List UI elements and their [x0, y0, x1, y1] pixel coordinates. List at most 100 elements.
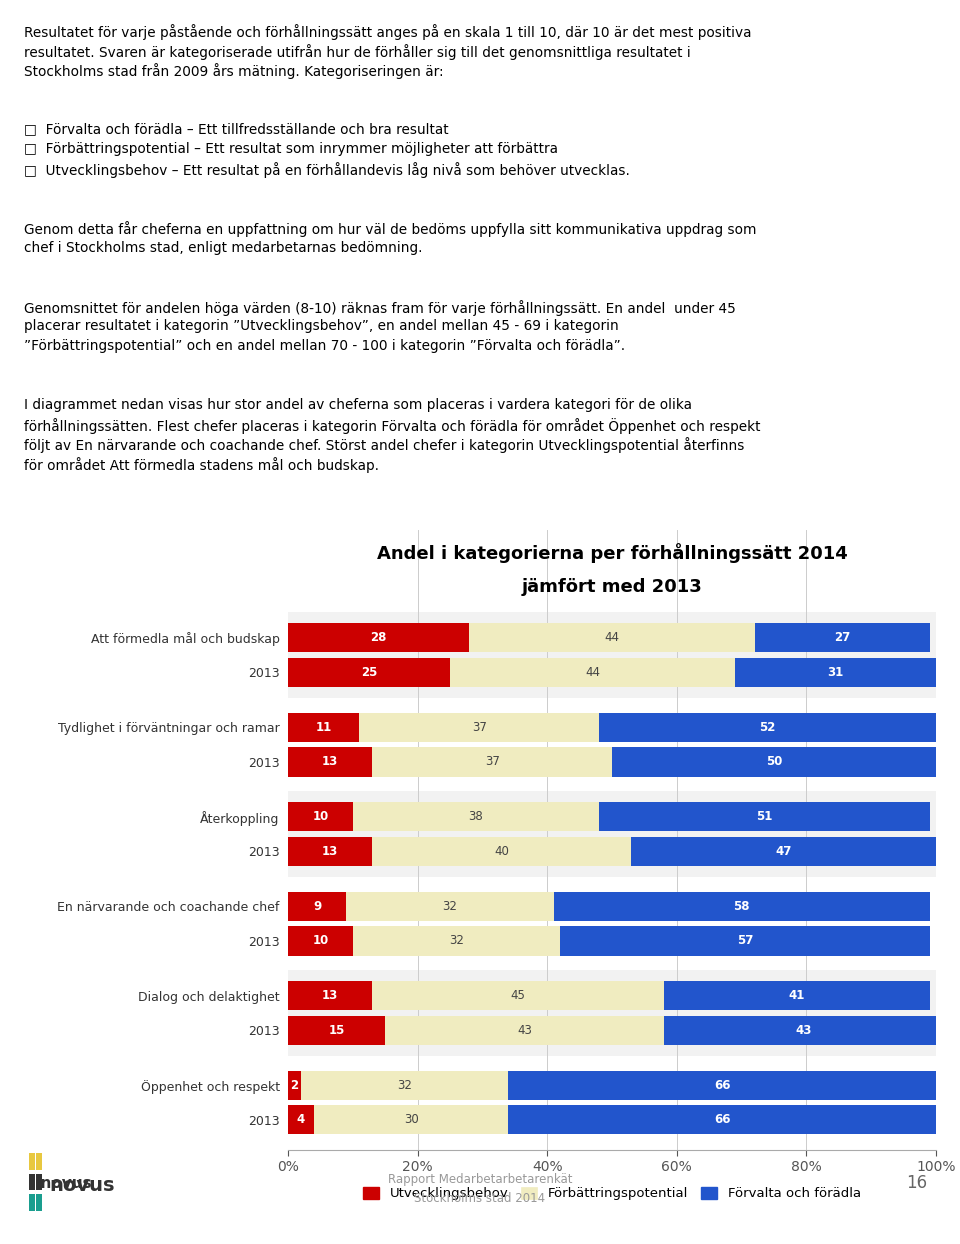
Bar [347, 892, 554, 921]
Bar [288, 1071, 301, 1100]
Text: 37: 37 [471, 720, 487, 734]
Text: 13: 13 [322, 755, 338, 769]
Text: 44: 44 [585, 666, 600, 679]
Text: 50: 50 [766, 755, 782, 769]
Bar [664, 1016, 943, 1045]
Text: placerar resultatet i kategorin ”Utvecklingsbehov”, en andel mellan 45 - 69 i ka: placerar resultatet i kategorin ”Utveckl… [24, 320, 619, 333]
Text: 10: 10 [312, 934, 328, 948]
Bar [632, 837, 936, 866]
Bar [288, 837, 372, 866]
FancyBboxPatch shape [36, 1194, 42, 1212]
Bar [288, 881, 936, 967]
Text: □  Utvecklingsbehov – Ett resultat på en förhållandevis låg nivå som behöver utv: □ Utvecklingsbehov – Ett resultat på en … [24, 162, 630, 178]
Bar [288, 791, 936, 877]
Text: □  Förvalta och förädla – Ett tillfredsställande och bra resultat: □ Förvalta och förädla – Ett tillfredsst… [24, 122, 448, 137]
Bar [599, 802, 929, 831]
Text: 43: 43 [795, 1024, 811, 1037]
Bar [288, 1105, 314, 1135]
Bar [314, 1105, 509, 1135]
Bar [755, 623, 929, 652]
Bar [288, 892, 347, 921]
Text: för området Att förmedla stadens mål och budskap.: för området Att förmedla stadens mål och… [24, 457, 379, 473]
Text: 13: 13 [322, 845, 338, 858]
Legend: Utvecklingsbehov, Förbättringspotential, Förvalta och förädla: Utvecklingsbehov, Förbättringspotential,… [358, 1182, 866, 1205]
Text: 66: 66 [714, 1079, 731, 1092]
Text: 47: 47 [776, 845, 792, 858]
Text: 2: 2 [291, 1079, 299, 1092]
FancyBboxPatch shape [29, 1173, 35, 1191]
Text: 57: 57 [736, 934, 753, 948]
Bar [288, 702, 936, 787]
Text: jämfört med 2013: jämfört med 2013 [521, 577, 703, 596]
Text: 13: 13 [322, 989, 338, 1003]
Text: 25: 25 [361, 666, 377, 679]
Bar [353, 802, 599, 831]
Bar [664, 982, 929, 1010]
Text: 11: 11 [316, 720, 332, 734]
Bar [288, 612, 936, 698]
Text: chef i Stockholms stad, enligt medarbetarnas bedömning.: chef i Stockholms stad, enligt medarbeta… [24, 240, 422, 255]
Bar [301, 1071, 509, 1100]
Bar [288, 1016, 385, 1045]
Bar [288, 1060, 936, 1146]
Bar [353, 927, 561, 955]
Bar [372, 748, 612, 776]
Text: 15: 15 [328, 1024, 345, 1037]
Text: Genom detta får cheferna en uppfattning om hur väl de bedöms uppfylla sitt kommu: Genom detta får cheferna en uppfattning … [24, 221, 756, 236]
Text: novus: novus [50, 1177, 115, 1195]
Text: 44: 44 [605, 631, 619, 644]
Bar [372, 982, 664, 1010]
Text: Genomsnittet för andelen höga värden (8-10) räknas fram för varje förhållningssä: Genomsnittet för andelen höga värden (8-… [24, 300, 736, 316]
Bar [288, 927, 353, 955]
Text: 30: 30 [404, 1113, 419, 1126]
Bar [735, 658, 936, 687]
Text: I diagrammet nedan visas hur stor andel av cheferna som placeras i vardera kateg: I diagrammet nedan visas hur stor andel … [24, 398, 692, 412]
Text: 16: 16 [905, 1173, 927, 1192]
Bar [509, 1071, 936, 1100]
Text: 58: 58 [733, 899, 750, 913]
Text: 38: 38 [468, 810, 483, 824]
Bar [288, 982, 372, 1010]
Text: 32: 32 [449, 934, 464, 948]
Bar [561, 927, 929, 955]
Bar [372, 837, 632, 866]
Text: 52: 52 [759, 720, 776, 734]
Bar [450, 658, 735, 687]
Text: resultatet. Svaren är kategoriserade utifrån hur de förhåller sig till det genom: resultatet. Svaren är kategoriserade uti… [24, 44, 691, 60]
Text: 9: 9 [313, 899, 322, 913]
Text: 41: 41 [788, 989, 804, 1003]
Text: 51: 51 [756, 810, 773, 824]
Text: förhållningssätten. Flest chefer placeras i kategorin Förvalta och förädla för o: förhållningssätten. Flest chefer placera… [24, 418, 760, 434]
Text: ”Förbättringspotential” och en andel mellan 70 - 100 i kategorin ”Förvalta och f: ”Förbättringspotential” och en andel mel… [24, 338, 625, 353]
Text: 31: 31 [828, 666, 844, 679]
Text: 66: 66 [714, 1113, 731, 1126]
Bar [288, 748, 372, 776]
Text: 32: 32 [397, 1079, 412, 1092]
Text: 45: 45 [511, 989, 525, 1003]
Bar [554, 892, 929, 921]
Text: 43: 43 [517, 1024, 532, 1037]
Text: ::novus: ::novus [29, 1177, 92, 1192]
Bar [599, 713, 936, 741]
Text: □  Förbättringspotential – Ett resultat som inrymmer möjligheter att förbättra: □ Förbättringspotential – Ett resultat s… [24, 142, 558, 156]
Text: Stockholms stad från 2009 års mätning. Kategoriseringen är:: Stockholms stad från 2009 års mätning. K… [24, 63, 444, 80]
Bar [509, 1105, 936, 1135]
Text: 32: 32 [443, 899, 457, 913]
Bar [288, 623, 469, 652]
Text: 40: 40 [494, 845, 509, 858]
Bar [385, 1016, 664, 1045]
Bar [612, 748, 936, 776]
Bar [288, 802, 353, 831]
Text: Resultatet för varje påstående och förhållningssätt anges på en skala 1 till 10,: Resultatet för varje påstående och förhå… [24, 24, 752, 40]
Bar [288, 658, 450, 687]
Bar [288, 970, 936, 1056]
Text: Rapport Medarbetarbetarenkät
Stockholms stad 2014: Rapport Medarbetarbetarenkät Stockholms … [388, 1173, 572, 1205]
Bar [469, 623, 755, 652]
Text: 28: 28 [371, 631, 387, 644]
Text: 27: 27 [834, 631, 851, 644]
Text: följt av En närvarande och coachande chef. Störst andel chefer i kategorin Utvec: följt av En närvarande och coachande che… [24, 438, 744, 453]
FancyBboxPatch shape [36, 1153, 42, 1169]
FancyBboxPatch shape [29, 1153, 35, 1169]
Text: 37: 37 [485, 755, 499, 769]
Text: 10: 10 [312, 810, 328, 824]
